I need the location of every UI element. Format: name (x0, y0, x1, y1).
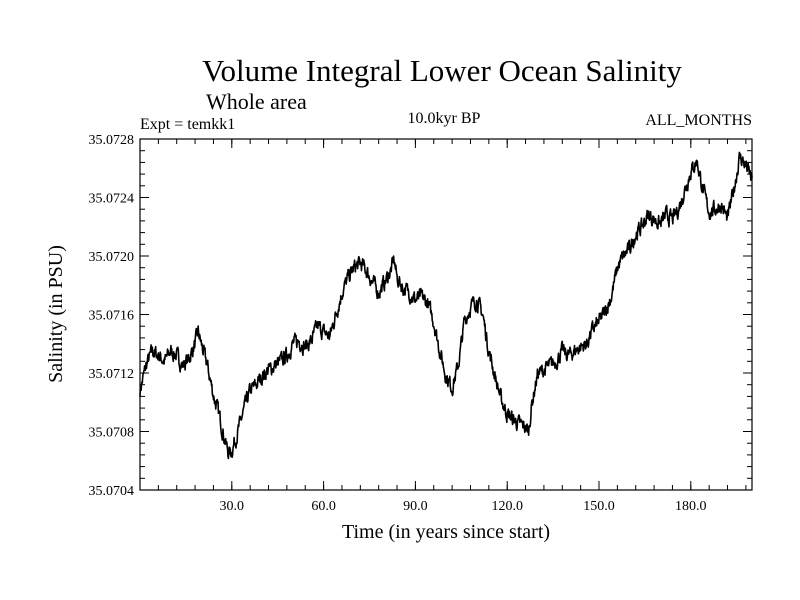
y-tick-label: 35.0724 (89, 192, 135, 207)
y-tick-label: 35.0720 (89, 250, 135, 265)
x-axis-label: Time (in years since start) (342, 521, 550, 543)
chart-subtitle: Whole area (206, 89, 307, 114)
x-tick-label: 30.0 (220, 499, 245, 514)
x-tick-label: 120.0 (491, 499, 523, 514)
y-tick-label: 35.0712 (89, 367, 135, 382)
y-tick-label: 35.0716 (89, 309, 135, 324)
y-axis-label: Salinity (in PSU) (45, 245, 67, 383)
plot-frame (139, 138, 753, 491)
x-tick-label: 180.0 (675, 499, 707, 514)
x-axis: 30.0 60.0 90.0 120.0 150.0 180.0 (139, 139, 747, 514)
y-tick-label: 35.0728 (89, 133, 135, 148)
y-axis: 35.0704 35.0708 35.0712 35.0716 35.0720 35.07… (89, 133, 752, 499)
experiment-label: Expt = temkk1 (140, 116, 235, 133)
period-label: 10.0kyr BP (408, 110, 481, 127)
y-tick-label: 35.0708 (89, 426, 135, 441)
salinity-series-line (139, 151, 753, 460)
x-tick-label: 60.0 (311, 499, 336, 514)
y-tick-label: 35.0704 (89, 484, 135, 499)
x-tick-label: 90.0 (403, 499, 428, 514)
chart-title: Volume Integral Lower Ocean Salinity (202, 53, 682, 88)
x-tick-label: 150.0 (583, 499, 615, 514)
months-label: ALL_MONTHS (645, 112, 752, 129)
